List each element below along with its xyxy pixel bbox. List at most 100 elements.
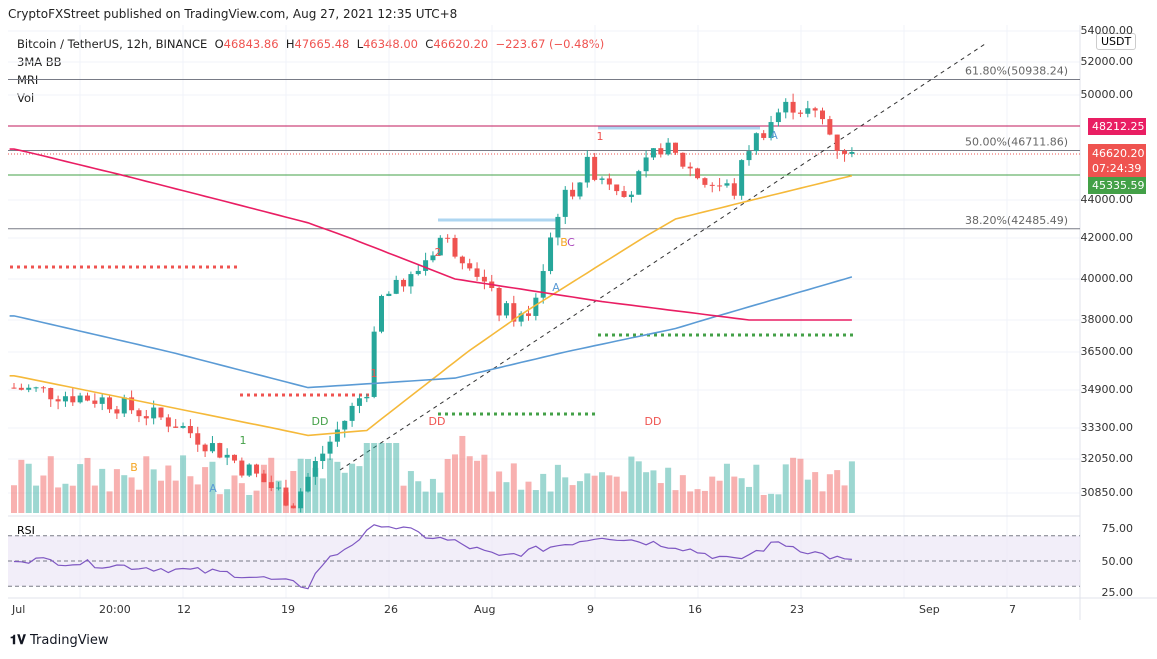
time-axis-label: Sep	[919, 603, 940, 616]
volume-bar	[569, 485, 576, 513]
volume-bar	[672, 490, 679, 513]
candle-body	[526, 313, 531, 316]
brand-name: TradingView	[30, 633, 109, 648]
candle-body	[592, 156, 598, 180]
candle-body	[739, 160, 745, 196]
candle-body	[614, 184, 620, 192]
volume-bar	[327, 458, 334, 513]
volume-bar	[385, 443, 392, 513]
candle-body	[709, 184, 715, 186]
volume-bar	[180, 455, 187, 513]
candle-body	[783, 101, 789, 113]
time-axis-label: 7	[1009, 603, 1016, 616]
rsi-label: RSI	[17, 524, 35, 537]
last-price: 46620.20	[1092, 147, 1145, 160]
candle-body	[474, 268, 480, 277]
volume-bar	[775, 494, 782, 513]
candle-body	[518, 313, 524, 322]
candle-body	[584, 156, 590, 183]
candle-body	[320, 453, 326, 462]
candle-body	[26, 387, 32, 390]
volume-bar	[297, 458, 304, 513]
volume-bar	[694, 489, 701, 513]
candle-body	[628, 194, 634, 197]
candle-body	[562, 189, 568, 217]
candle-body	[187, 426, 193, 434]
price-axis-label: 44000.00	[1080, 193, 1134, 206]
time-axis-label: 23	[790, 603, 804, 616]
candle-body	[107, 397, 113, 410]
volume-bar	[150, 469, 157, 513]
candle-body	[445, 237, 451, 239]
volume-bar	[69, 485, 76, 513]
candle-body	[312, 461, 318, 477]
chart-legend: Bitcoin / TetherUS, 12h, BINANCE O46843.…	[17, 35, 604, 107]
candle-body	[687, 166, 693, 169]
volume-bar	[224, 489, 231, 513]
candle-body	[180, 426, 186, 428]
tradingview-logo[interactable]: 𝟏𝐕 TradingView	[10, 633, 109, 648]
candle-body	[805, 108, 811, 114]
candle-body	[254, 464, 260, 474]
volume-bar	[826, 474, 833, 513]
volume-bar	[540, 473, 547, 513]
candle-body	[386, 293, 392, 296]
candle-body	[768, 122, 774, 138]
currency-button[interactable]: USDT	[1096, 33, 1137, 50]
time-axis-label: 16	[688, 603, 702, 616]
volume-bar	[106, 491, 113, 513]
volume-bar	[584, 473, 591, 513]
volume-bar	[246, 494, 253, 513]
volume-bar	[121, 475, 128, 513]
candle-body	[827, 119, 833, 135]
volume-bar	[834, 470, 841, 513]
volume-bar	[356, 466, 363, 513]
rsi-axis-75: 75.00	[1101, 522, 1134, 535]
candle-body	[643, 157, 649, 172]
candle-body	[173, 426, 179, 428]
volume-bar	[576, 481, 583, 513]
volume-bar	[260, 464, 267, 513]
candle-body	[820, 110, 825, 120]
volume-bar	[760, 494, 767, 513]
volume-bar	[99, 468, 106, 513]
volume-bar	[635, 461, 642, 513]
volume-bar	[709, 476, 716, 513]
candle-body	[334, 429, 340, 442]
price-axis-label: 36500.00	[1080, 345, 1134, 358]
volume-bar	[716, 480, 723, 513]
candle-body	[48, 388, 54, 400]
signal-marker: 1	[371, 367, 378, 380]
price-axis-label: 30850.00	[1080, 486, 1134, 499]
candle-body	[11, 387, 17, 389]
volume-bar	[33, 485, 40, 513]
candle-body	[342, 420, 348, 430]
volume-bar	[532, 490, 539, 513]
candle-body	[548, 237, 554, 272]
volume-bar	[143, 456, 150, 513]
signal-marker: 1	[240, 434, 247, 447]
candle-body	[129, 397, 135, 411]
signal-marker: DD	[429, 415, 446, 428]
volume-bar	[657, 483, 664, 513]
price-axis-label: 32050.00	[1080, 452, 1134, 465]
candle-body	[290, 505, 296, 509]
volume-bar	[334, 461, 341, 513]
volume-bar	[407, 471, 414, 513]
volume-bar	[18, 459, 25, 513]
volume-bar	[665, 467, 672, 513]
price-axis-label: 50000.00	[1080, 88, 1134, 101]
open-value: 46843.86	[223, 37, 279, 51]
candle-body	[327, 441, 333, 454]
symbol-title[interactable]: Bitcoin / TetherUS, 12h, BINANCE	[17, 37, 208, 51]
volume-bar	[40, 475, 47, 513]
volume-bar	[643, 472, 650, 513]
volume-bar	[371, 443, 378, 513]
candle-body	[540, 271, 546, 298]
volume-bar	[481, 454, 488, 513]
candle-body	[717, 185, 723, 187]
volume-bar	[746, 486, 752, 513]
volume-bar	[782, 464, 789, 513]
volume-bar	[282, 492, 289, 513]
